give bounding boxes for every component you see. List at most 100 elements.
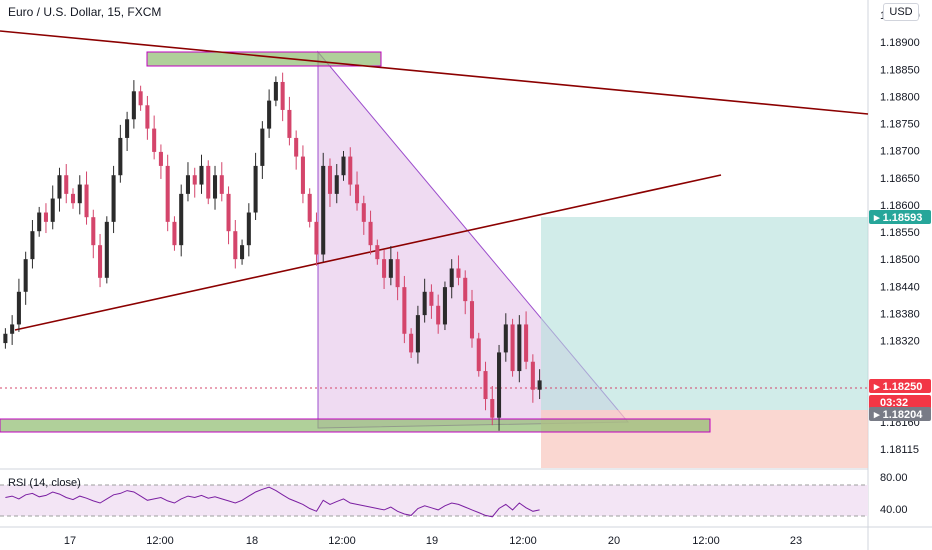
candle-body — [388, 259, 393, 278]
candle-body — [442, 287, 447, 325]
candle-body — [185, 175, 190, 194]
candle-body — [375, 245, 380, 260]
price-badge-bg — [869, 379, 931, 393]
candle-body — [497, 352, 502, 418]
candle-body — [503, 324, 508, 353]
candle-body — [192, 175, 197, 185]
candle-body — [219, 175, 224, 194]
candle-body — [138, 91, 143, 106]
time-tick-label: 18 — [246, 535, 258, 547]
candle-body — [246, 212, 251, 246]
price-tick-label: 1.18550 — [880, 227, 920, 239]
candle-body — [212, 175, 218, 199]
candle-body — [118, 137, 123, 176]
time-axis-ticks: 17 12:00 18 12:00 19 12:00 20 12:00 23 — [64, 535, 802, 547]
time-tick-label: 23 — [790, 535, 802, 547]
candle-body — [240, 245, 245, 260]
candle-body — [253, 165, 258, 213]
rsi-band — [0, 485, 868, 516]
price-tick-label: 1.18600 — [880, 200, 920, 212]
candle-body — [10, 324, 15, 334]
profit-target-zone — [541, 217, 868, 410]
price-tick-label: 1.18380 — [880, 308, 920, 320]
candle-body — [37, 212, 42, 232]
rsi-level-40: 40.00 — [880, 504, 908, 516]
candlestick-series — [3, 72, 542, 431]
candle-body — [355, 184, 360, 204]
candle-body — [206, 165, 211, 199]
candle-body — [449, 268, 454, 288]
price-tick-label: 1.18750 — [880, 119, 920, 131]
price-tick-label: 1.18900 — [880, 37, 920, 49]
candle-body — [43, 212, 48, 222]
rsi-line — [5, 486, 540, 518]
candle-body — [510, 324, 515, 372]
time-tick-label: 20 — [608, 535, 620, 547]
candle-body — [165, 165, 170, 222]
price-badge-target: ▸ 1.18593 — [873, 212, 922, 224]
candle-body — [152, 128, 157, 152]
candle-body — [476, 338, 481, 372]
candle-body — [84, 184, 89, 218]
rsi-title: RSI (14, close) — [8, 477, 81, 489]
time-tick-label: 12:00 — [146, 535, 174, 547]
candle-body — [16, 291, 21, 325]
candle-body — [469, 301, 475, 339]
currency-button[interactable]: USD — [883, 3, 919, 21]
candle-body — [422, 291, 427, 316]
chart-title: Euro / U.S. Dollar, 15, FXCM — [8, 5, 162, 19]
candle-body — [483, 371, 488, 400]
candle-body — [131, 91, 136, 120]
candle-body — [50, 198, 55, 222]
candle-body — [463, 277, 468, 302]
candle-body — [348, 156, 353, 185]
price-tick-label: 1.18650 — [880, 173, 920, 185]
candle-body — [111, 175, 116, 222]
price-badge-bg — [869, 210, 931, 224]
candle-body — [179, 193, 184, 246]
candle-body — [382, 259, 387, 278]
candle-body — [321, 165, 326, 255]
candle-body — [361, 203, 366, 222]
candle-body — [226, 193, 231, 232]
candle-body — [233, 231, 238, 260]
candle-body — [70, 193, 76, 204]
candle-body — [57, 175, 62, 199]
time-tick-label: 12:00 — [692, 535, 720, 547]
price-badge-current: ▸ 1.18250 — [873, 381, 922, 393]
upper-trendline — [0, 30, 869, 115]
candle-body — [395, 259, 400, 288]
candle-body — [517, 324, 522, 372]
lower-trendline — [14, 174, 722, 331]
rsi-level-80: 80.00 — [880, 472, 908, 484]
candle-body — [158, 151, 163, 166]
candle-body — [307, 193, 312, 222]
candle-body — [287, 109, 292, 138]
candle-body — [30, 231, 35, 260]
time-tick-label: 17 — [64, 535, 76, 547]
time-tick-label: 12:00 — [509, 535, 537, 547]
candle-body — [415, 315, 420, 353]
price-badge-countdown: 03:32 — [880, 397, 908, 409]
candle-body — [260, 128, 265, 166]
support-zone-bottom — [0, 418, 711, 433]
candle-body — [77, 184, 82, 204]
candle-body — [3, 333, 8, 344]
candle-body — [402, 287, 407, 334]
price-tick-label: 1.18440 — [880, 281, 920, 293]
candle-body — [145, 105, 150, 129]
candle-body — [530, 361, 535, 390]
candle-body — [300, 156, 305, 194]
candle-body — [368, 221, 373, 246]
candle-body — [273, 81, 278, 101]
price-labels: ▸ 1.18593 ▸ 1.18250 03:32▸ 1.18204 — [869, 210, 931, 421]
candle-body — [125, 119, 130, 138]
candle-body — [314, 221, 319, 255]
price-badge-bg — [869, 407, 931, 421]
candle-body — [23, 259, 28, 292]
candle-body — [524, 324, 529, 362]
candle-body — [537, 380, 542, 390]
candle-body — [327, 165, 333, 194]
candle-body — [280, 81, 285, 110]
